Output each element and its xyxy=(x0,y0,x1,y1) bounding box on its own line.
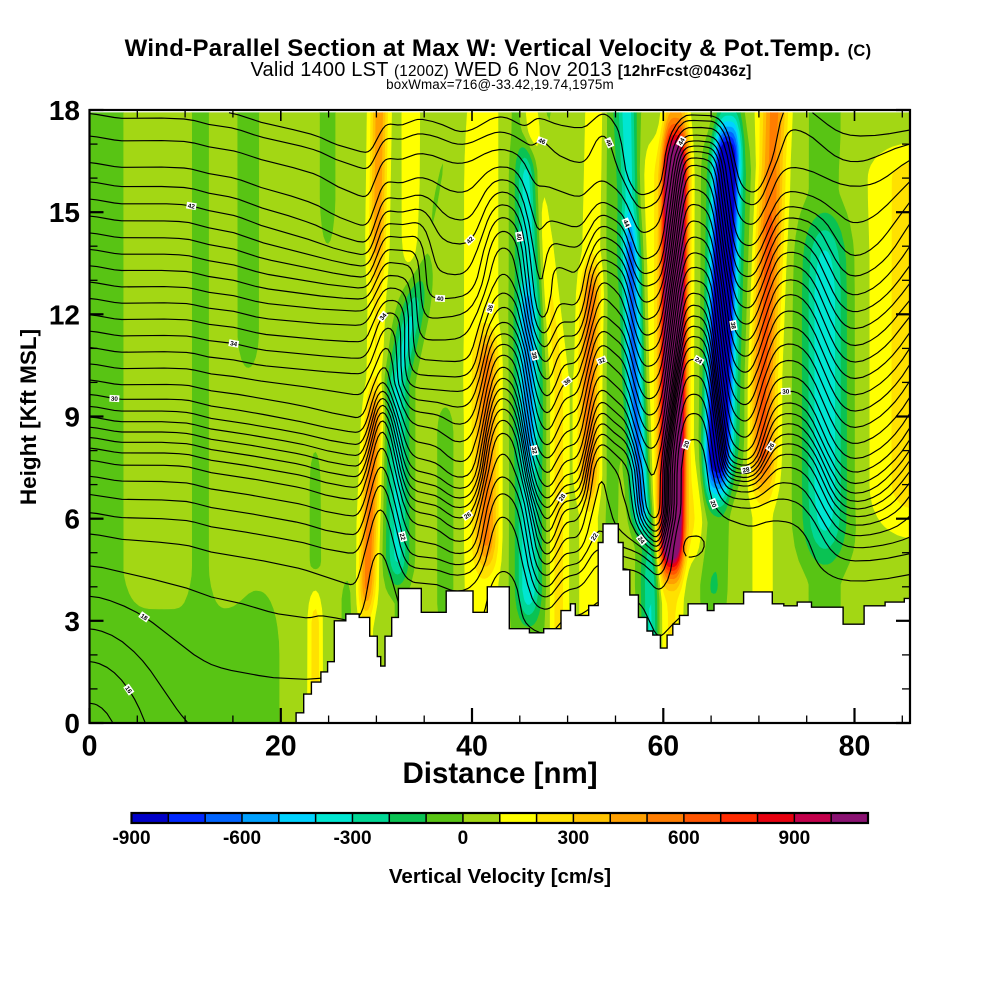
svg-text:20: 20 xyxy=(683,440,692,449)
svg-text:0: 0 xyxy=(64,708,80,739)
svg-text:32: 32 xyxy=(530,446,538,455)
svg-text:30: 30 xyxy=(782,388,790,395)
svg-text:18: 18 xyxy=(139,613,149,623)
svg-text:16: 16 xyxy=(123,685,133,695)
svg-text:26: 26 xyxy=(767,442,777,452)
svg-text:40: 40 xyxy=(436,296,444,303)
svg-text:24: 24 xyxy=(693,356,703,366)
svg-text:32: 32 xyxy=(597,356,607,365)
svg-text:28: 28 xyxy=(742,466,751,474)
svg-text:12: 12 xyxy=(49,299,80,330)
svg-text:Wind-Parallel Section at Max W: Wind-Parallel Section at Max W: Vertical… xyxy=(125,35,872,62)
svg-text:44: 44 xyxy=(677,137,687,147)
svg-text:46: 46 xyxy=(537,137,547,146)
svg-text:26: 26 xyxy=(463,511,473,521)
svg-text:-600: -600 xyxy=(223,828,261,849)
svg-text:18: 18 xyxy=(49,95,80,126)
svg-text:600: 600 xyxy=(668,828,700,849)
svg-text:Vertical Velocity [cm/s]: Vertical Velocity [cm/s] xyxy=(389,865,611,888)
svg-text:-300: -300 xyxy=(333,828,371,849)
svg-text:80: 80 xyxy=(839,731,871,763)
svg-text:38: 38 xyxy=(530,351,539,360)
svg-text:40: 40 xyxy=(514,233,522,242)
svg-text:20: 20 xyxy=(708,499,717,509)
svg-text:9: 9 xyxy=(64,402,80,433)
svg-text:-900: -900 xyxy=(112,828,150,849)
svg-text:28: 28 xyxy=(558,492,568,502)
svg-text:40: 40 xyxy=(456,731,488,763)
svg-text:900: 900 xyxy=(779,828,811,849)
svg-text:60: 60 xyxy=(647,731,679,763)
svg-text:42: 42 xyxy=(187,203,196,211)
svg-text:34: 34 xyxy=(229,340,238,348)
svg-text:36: 36 xyxy=(486,304,495,313)
svg-text:Height [Kft MSL]: Height [Kft MSL] xyxy=(16,329,41,505)
svg-text:6: 6 xyxy=(64,504,80,535)
svg-text:30: 30 xyxy=(111,396,119,403)
svg-text:44: 44 xyxy=(621,219,630,229)
svg-text:22: 22 xyxy=(398,533,407,542)
svg-text:36: 36 xyxy=(562,377,572,387)
svg-text:46: 46 xyxy=(604,138,613,148)
svg-text:42: 42 xyxy=(466,235,476,245)
svg-text:34: 34 xyxy=(379,312,389,322)
svg-text:3: 3 xyxy=(64,606,80,637)
svg-text:15: 15 xyxy=(49,197,80,228)
svg-text:300: 300 xyxy=(558,828,590,849)
svg-text:boxWmax=716@-33.42,19.74,1975m: boxWmax=716@-33.42,19.74,1975m xyxy=(386,77,614,92)
svg-text:22: 22 xyxy=(590,532,600,542)
svg-text:24: 24 xyxy=(636,536,646,546)
svg-text:Distance [nm]: Distance [nm] xyxy=(402,757,597,790)
svg-text:38: 38 xyxy=(729,321,737,330)
svg-text:0: 0 xyxy=(458,828,469,849)
svg-text:Valid 1400 LST (1200Z) WED 6 N: Valid 1400 LST (1200Z) WED 6 Nov 2013 [1… xyxy=(250,59,751,81)
svg-text:20: 20 xyxy=(265,731,297,763)
svg-text:0: 0 xyxy=(82,731,98,763)
